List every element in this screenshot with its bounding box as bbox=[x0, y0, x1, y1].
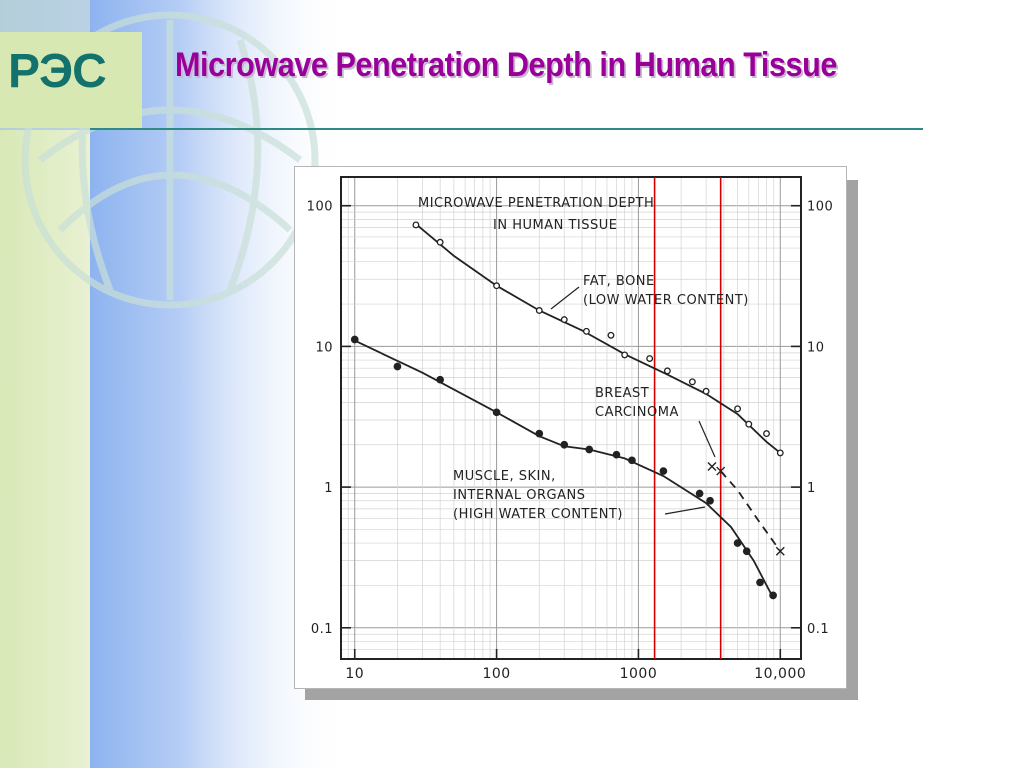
data-point bbox=[695, 489, 704, 498]
series-label: (LOW WATER CONTENT) bbox=[583, 293, 749, 308]
data-point bbox=[745, 420, 753, 428]
data-point bbox=[702, 387, 710, 395]
data-point bbox=[621, 351, 629, 359]
data-point bbox=[560, 316, 568, 324]
data-point bbox=[733, 539, 742, 547]
series-label: MUSCLE, SKIN, bbox=[453, 469, 556, 484]
data-point bbox=[436, 375, 444, 384]
data-point bbox=[607, 331, 615, 339]
y-tick-label-right: 100 bbox=[807, 200, 833, 215]
series-label: BREAST bbox=[595, 386, 649, 401]
data-point bbox=[769, 591, 777, 600]
y-tick-label-left: 10 bbox=[315, 340, 333, 355]
slide-title: Microwave Penetration Depth in Human Tis… bbox=[175, 46, 837, 84]
data-point bbox=[535, 429, 544, 438]
y-tick-label-right: 10 bbox=[807, 340, 825, 355]
chart-title: IN HUMAN TISSUE bbox=[493, 218, 617, 233]
data-point bbox=[688, 378, 696, 386]
data-point bbox=[436, 238, 444, 246]
y-tick-label-right: 0.1 bbox=[807, 622, 829, 637]
data-point bbox=[659, 467, 668, 475]
data-point bbox=[535, 307, 543, 314]
data-point bbox=[706, 496, 714, 505]
data-point bbox=[646, 355, 654, 362]
data-point bbox=[585, 445, 594, 454]
data-point bbox=[350, 335, 359, 344]
logo: PЭC bbox=[8, 45, 107, 98]
data-point bbox=[628, 456, 636, 465]
data-point bbox=[763, 430, 770, 438]
series-line bbox=[354, 339, 775, 600]
chart-title: MICROWAVE PENETRATION DEPTH bbox=[418, 196, 654, 211]
data-point bbox=[612, 450, 621, 459]
data-point bbox=[776, 449, 784, 457]
title-divider bbox=[90, 128, 923, 130]
y-tick-label-right: 1 bbox=[807, 481, 816, 496]
data-point bbox=[756, 578, 764, 587]
series-label-leader bbox=[550, 286, 580, 310]
y-tick-label-left: 1 bbox=[324, 481, 333, 496]
data-point bbox=[582, 327, 590, 335]
x-tick-label: 1000 bbox=[620, 666, 658, 682]
series-line bbox=[720, 470, 782, 552]
logo-background bbox=[0, 32, 142, 128]
y-tick-label-left: 0.1 bbox=[311, 622, 333, 637]
figure-frame: 100 100 10 10 1 1 0.1 0.1 10 100 1000 10,000 FAT, BO… bbox=[294, 166, 847, 689]
data-point-cross bbox=[716, 466, 726, 476]
series-label: CARCINOMA bbox=[595, 405, 679, 420]
x-tick-label: 10,000 bbox=[754, 666, 806, 682]
series-label: (HIGH WATER CONTENT) bbox=[453, 507, 623, 522]
series-label-leader bbox=[698, 420, 716, 458]
x-tick-label: 10 bbox=[345, 666, 364, 682]
data-point bbox=[560, 440, 569, 449]
y-tick-label-left: 100 bbox=[307, 200, 333, 215]
data-point bbox=[734, 405, 742, 413]
data-point bbox=[412, 221, 420, 229]
data-point bbox=[742, 547, 751, 556]
series-label: FAT, BONE bbox=[583, 274, 655, 289]
data-point bbox=[493, 282, 501, 290]
data-point-cross bbox=[775, 546, 785, 556]
penetration-depth-chart: 100 100 10 10 1 1 0.1 0.1 10 100 1000 10,000 FAT, BO… bbox=[307, 176, 833, 682]
data-point bbox=[663, 367, 671, 375]
data-point bbox=[492, 408, 501, 417]
data-point-cross bbox=[707, 462, 717, 472]
series-label: INTERNAL ORGANS bbox=[453, 488, 585, 503]
plot-area-border bbox=[340, 176, 802, 660]
series-label-leader bbox=[664, 506, 706, 515]
x-tick-label: 100 bbox=[482, 666, 510, 682]
data-point bbox=[393, 362, 402, 371]
